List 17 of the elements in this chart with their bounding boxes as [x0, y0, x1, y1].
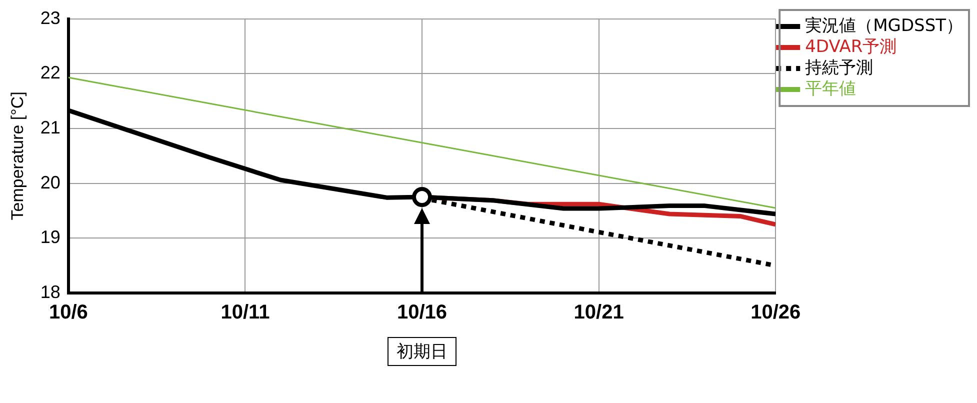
x-tick-label: 10/21: [574, 302, 624, 324]
x-tick-label: 10/6: [48, 302, 88, 324]
x-tick-label: 10/16: [396, 302, 448, 324]
y-tick-label: 20: [40, 172, 60, 192]
legend-label: 持続予測: [805, 58, 874, 78]
text: 初期日: [388, 337, 456, 366]
x-tick-label: 10/11: [220, 302, 270, 324]
y-tick-label: 18: [40, 282, 60, 302]
y-tick-label: 21: [40, 117, 60, 138]
y-axis-title: Temperature [°C]: [8, 92, 27, 220]
x-tick-label: 10/26: [750, 302, 801, 324]
y-tick-label: 23: [40, 8, 60, 28]
y-tick-label: 22: [40, 62, 60, 83]
legend-label: 4DVAR予測: [805, 36, 897, 57]
y-tick-label: 19: [40, 227, 60, 248]
legend-label: 実況値（MGDSST）: [805, 16, 964, 36]
legend-label: 平年値: [805, 78, 856, 99]
